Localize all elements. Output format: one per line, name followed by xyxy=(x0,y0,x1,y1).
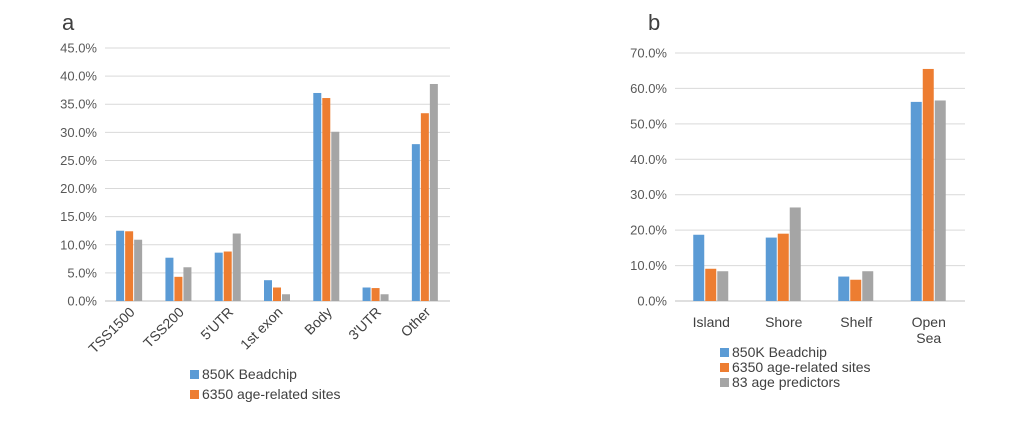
bar-b-2 xyxy=(850,279,862,301)
panel-label-b: b xyxy=(648,10,660,35)
bars-b xyxy=(693,68,946,302)
y-tick-label: 40.0% xyxy=(630,152,667,167)
bar-b-3 xyxy=(717,271,729,301)
x-tick-label: Body xyxy=(301,304,335,338)
y-axis-ticks-a: 0.0% 5.0% 10.0% 15.0% 20.0% 25.0% 30.0% 35.0% 40… xyxy=(60,41,97,309)
x-tick-label: 5'UTR xyxy=(197,304,236,343)
y-tick-label: 45.0% xyxy=(60,41,97,56)
bar-a-2 xyxy=(223,251,232,301)
legend-swatch xyxy=(720,348,729,357)
y-tick-label: 10.0% xyxy=(630,258,667,273)
y-tick-label: 70.0% xyxy=(630,46,667,61)
bar-a-3 xyxy=(380,294,389,301)
bar-a-3 xyxy=(232,233,241,301)
bar-b-3 xyxy=(862,271,874,301)
legend-swatch xyxy=(720,378,729,387)
y-axis-ticks-b: 0.0% 10.0% 20.0% 30.0% 40.0% 50.0% 60.0% 70.0% xyxy=(630,46,667,309)
legend-swatch xyxy=(190,390,199,399)
bar-b-3 xyxy=(789,207,801,301)
y-tick-label: 0.0% xyxy=(637,294,667,309)
y-tick-label: 30.0% xyxy=(60,125,97,140)
x-axis-labels-a: TSS1500 TSS200 5'UTR 1st exon Body 3'UTR Other xyxy=(85,304,434,357)
x-tick-label: Island xyxy=(693,314,730,330)
y-tick-label: 20.0% xyxy=(630,223,667,238)
x-tick-label: Open xyxy=(912,314,946,330)
legend-swatch xyxy=(720,363,729,372)
bar-b-1 xyxy=(765,237,777,301)
x-tick-label: TSS1500 xyxy=(85,304,138,357)
legend-label: 83 age predictors xyxy=(732,374,840,390)
bar-a-1 xyxy=(313,92,322,301)
legend-label: 850K Beadchip xyxy=(732,344,827,360)
bar-a-3 xyxy=(331,131,340,301)
bar-a-3 xyxy=(134,239,143,301)
gridlines-a xyxy=(105,47,450,302)
y-tick-label: 0.0% xyxy=(67,294,97,309)
bar-b-3 xyxy=(934,100,946,301)
bar-b-2 xyxy=(922,68,934,301)
legend-b: 850K Beadchip 6350 age-related sites 83 … xyxy=(720,344,871,390)
bar-a-2 xyxy=(371,288,380,301)
chart-panel-a: a 0.0% 5.0% 10.0% 15.0% 20.0% 25.0% 30.0% 35.0%… xyxy=(60,10,450,402)
y-tick-label: 10.0% xyxy=(60,237,97,252)
bars-a xyxy=(116,83,438,302)
x-tick-label: Sea xyxy=(916,330,941,346)
bar-a-1 xyxy=(214,252,223,301)
bar-a-2 xyxy=(174,276,183,301)
bar-b-1 xyxy=(910,101,922,302)
legend-label: 6350 age-related sites xyxy=(732,359,871,375)
y-tick-label: 5.0% xyxy=(67,265,97,280)
y-tick-label: 50.0% xyxy=(630,116,667,131)
legend-swatch xyxy=(190,370,199,379)
bar-a-3 xyxy=(282,294,290,301)
x-tick-label: Other xyxy=(397,304,433,340)
y-tick-label: 25.0% xyxy=(60,153,97,168)
y-tick-label: 60.0% xyxy=(630,81,667,96)
bar-b-1 xyxy=(693,234,705,301)
bar-a-2 xyxy=(322,98,331,301)
bar-b-2 xyxy=(777,233,789,301)
panel-label-a: a xyxy=(62,10,75,35)
legend-label: 850K Beadchip xyxy=(202,366,297,382)
x-tick-label: TSS200 xyxy=(140,304,187,351)
y-tick-label: 15.0% xyxy=(60,209,97,224)
legend-a: 850K Beadchip 6350 age-related sites xyxy=(190,366,341,402)
x-tick-label: 1st exon xyxy=(237,304,286,353)
bar-a-3 xyxy=(183,267,192,301)
bar-a-1 xyxy=(411,144,420,301)
bar-b-2 xyxy=(705,268,717,301)
legend-label: 6350 age-related sites xyxy=(202,386,341,402)
x-tick-label: Shore xyxy=(765,314,803,330)
chart-panel-b: b 0.0% 10.0% 20.0% 30.0% 40.0% 50.0% 60.0% 70.0… xyxy=(630,10,965,390)
bar-a-2 xyxy=(420,113,429,302)
y-tick-label: 30.0% xyxy=(630,187,667,202)
bar-a-1 xyxy=(264,280,272,301)
x-tick-label: Shelf xyxy=(840,314,872,330)
y-tick-label: 35.0% xyxy=(60,97,97,112)
bar-a-3 xyxy=(429,83,438,301)
bar-b-1 xyxy=(838,276,850,301)
x-tick-label: 3'UTR xyxy=(345,304,384,343)
y-tick-label: 20.0% xyxy=(60,181,97,196)
bar-a-1 xyxy=(362,287,371,301)
bar-a-1 xyxy=(165,257,174,301)
bar-a-2 xyxy=(125,231,134,301)
y-tick-label: 40.0% xyxy=(60,69,97,84)
bar-a-2 xyxy=(273,287,281,301)
bar-a-1 xyxy=(116,230,125,301)
